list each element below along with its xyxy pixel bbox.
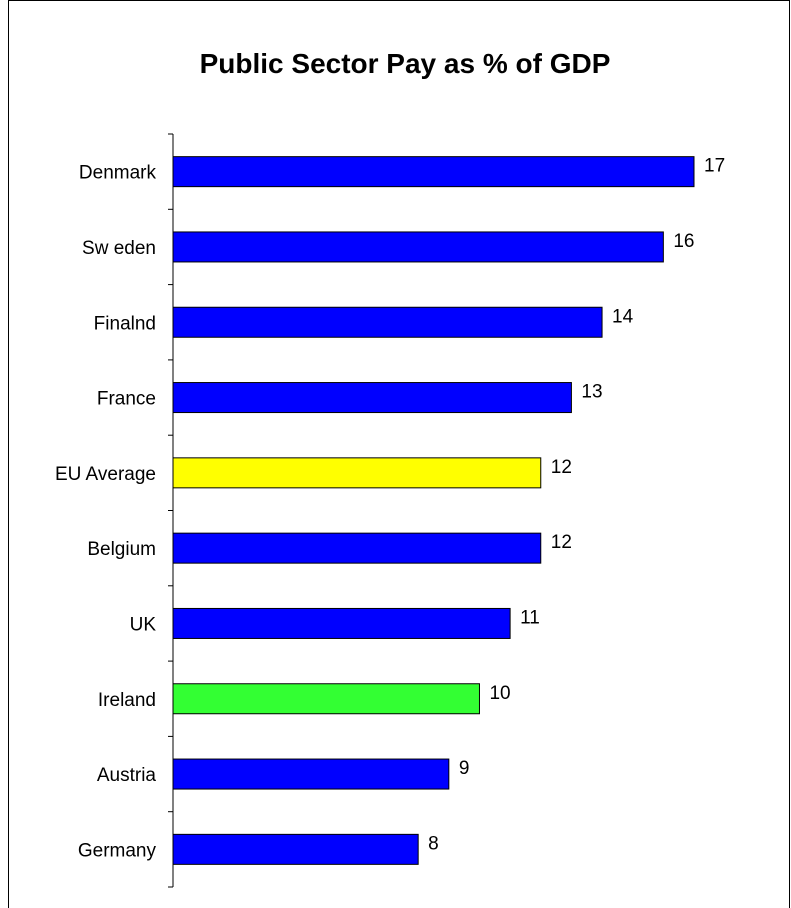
- bar-austria: [172, 758, 450, 790]
- bar-ireland: [172, 683, 480, 715]
- bar-belgium: [172, 532, 542, 564]
- bar-eu-average: [172, 457, 542, 489]
- category-axis: [168, 133, 174, 888]
- chart-frame: [8, 0, 790, 908]
- labels: Denmark 17 Sw eden 16 Finalnd 14 France 13 EU Av…: [55, 156, 725, 862]
- bar-finalnd: [172, 306, 603, 338]
- bar-sw-eden: [172, 231, 664, 263]
- category-label: Belgium: [87, 539, 156, 560]
- data-label: 9: [459, 758, 470, 779]
- bar-germany: [172, 833, 419, 865]
- data-label: 8: [428, 833, 439, 854]
- bars: [172, 156, 695, 865]
- category-label: Germany: [78, 840, 157, 861]
- category-label: Denmark: [79, 163, 157, 184]
- data-label: 17: [704, 156, 725, 177]
- category-label: Ireland: [98, 690, 156, 711]
- chart-title: Public Sector Pay as % of GDP: [200, 48, 611, 79]
- data-label: 16: [673, 231, 694, 252]
- category-label: Sw eden: [82, 238, 156, 259]
- data-label: 10: [489, 683, 510, 704]
- category-label: EU Average: [55, 464, 156, 485]
- data-label: 14: [612, 306, 634, 327]
- data-label: 11: [520, 607, 540, 628]
- category-label: Finalnd: [94, 313, 156, 334]
- data-label: 13: [581, 382, 602, 403]
- category-label: France: [97, 389, 156, 410]
- bar-uk: [172, 607, 511, 639]
- data-label: 12: [551, 532, 572, 553]
- bar-france: [172, 382, 572, 414]
- category-label: UK: [130, 614, 157, 635]
- category-label: Austria: [97, 765, 157, 786]
- data-label: 12: [551, 457, 572, 478]
- bar-denmark: [172, 156, 695, 188]
